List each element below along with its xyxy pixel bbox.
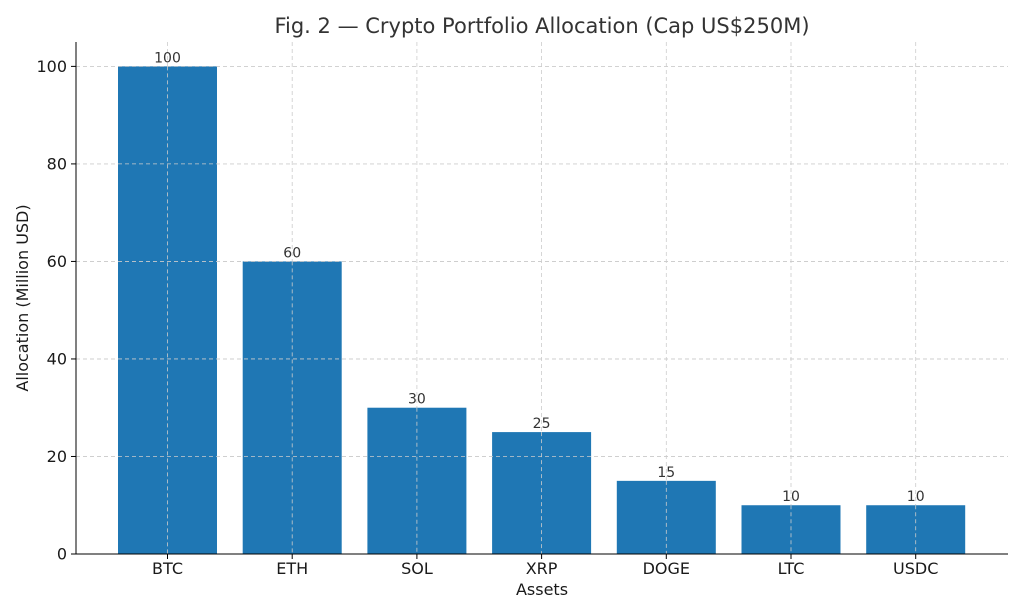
x-tick-label-btc: BTC — [152, 559, 183, 578]
y-tick-label: 0 — [57, 545, 67, 564]
x-tick-label-eth: ETH — [276, 559, 308, 578]
data-label-btc: 100 — [154, 50, 181, 66]
y-axis-label: Allocation (Million USD) — [13, 204, 32, 391]
bars — [76, 65, 1008, 555]
data-labels: 100 60 30 25 15 10 10 — [154, 50, 924, 505]
y-tick-label: 100 — [36, 57, 67, 76]
data-label-ltc: 10 — [782, 489, 800, 505]
data-label-usdc: 10 — [907, 489, 925, 505]
x-tick-label-doge: DOGE — [643, 559, 690, 578]
y-tick-label: 60 — [47, 252, 67, 271]
data-label-sol: 30 — [408, 392, 426, 408]
chart-title: Fig. 2 — Crypto Portfolio Allocation (Ca… — [274, 14, 809, 38]
x-tick-label-xrp: XRP — [526, 559, 558, 578]
x-axis-label: Assets — [516, 580, 568, 599]
y-axis-ticks: 0 20 40 60 80 100 — [36, 57, 76, 564]
bar-eth — [242, 261, 342, 554]
data-label-eth: 60 — [283, 245, 301, 261]
data-label-xrp: 25 — [533, 416, 551, 432]
y-tick-label: 40 — [47, 349, 67, 368]
x-tick-label-ltc: LTC — [778, 559, 805, 578]
x-tick-label-sol: SOL — [401, 559, 433, 578]
data-label-doge: 15 — [657, 465, 675, 481]
x-tick-label-usdc: USDC — [893, 559, 938, 578]
x-axis-ticks: BTC ETH SOL XRP DOGE LTC USDC — [152, 554, 938, 578]
bar-xrp — [492, 432, 592, 554]
y-tick-label: 20 — [47, 447, 67, 466]
y-tick-label: 80 — [47, 154, 67, 173]
